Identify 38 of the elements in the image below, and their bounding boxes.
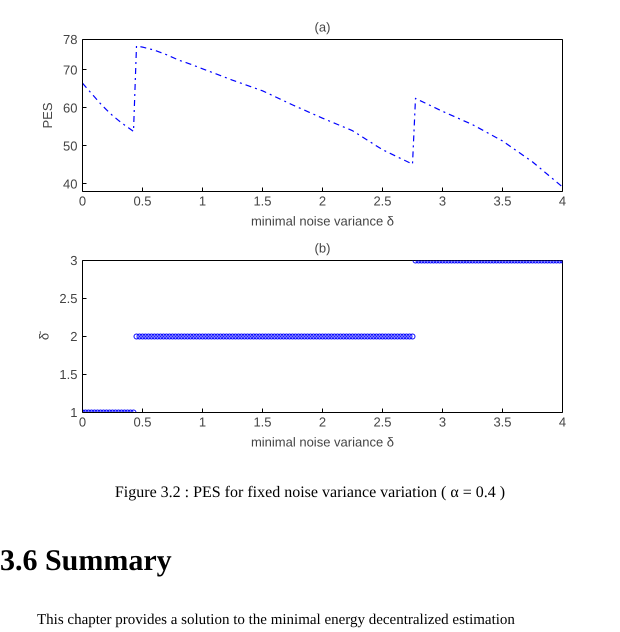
y-tick-label: 2	[70, 329, 78, 344]
x-tick-label: 2	[318, 194, 326, 208]
y-tick-label: 78	[63, 32, 78, 47]
x-tick-label: 3.5	[493, 414, 512, 430]
y-axis-title: PES	[40, 102, 56, 129]
y-tick-label: 70	[63, 62, 78, 78]
y-axis-title: δ̄	[36, 330, 52, 340]
x-axis-title: minimal noise variance δ	[250, 434, 394, 450]
chart-title: (a)	[314, 20, 330, 34]
x-axis-title: minimal noise variance δ	[250, 214, 394, 228]
caption: Figure 3.2 : PES for fixed noise variance variation ( α = 0.4 )	[114, 483, 506, 503]
x-tick-label: 0.5	[133, 194, 152, 208]
x-tick-label: 1.5	[253, 414, 272, 430]
x-tick-label: 3.5	[493, 194, 512, 208]
x-tick-label: 3	[438, 194, 446, 208]
x-tick-label: 1	[198, 414, 206, 430]
y-tick-label: 40	[63, 176, 78, 192]
x-tick-label: 2.5	[373, 194, 392, 208]
chart-title: (b)	[314, 240, 330, 256]
x-tick-label: 0	[78, 194, 86, 208]
text: This chapter provides a solution to the minimal energy decentralized estimation	[37, 611, 515, 630]
x-tick-label: 0	[78, 414, 86, 430]
line-series	[82, 45, 562, 188]
x-tick-label: 3	[438, 414, 446, 430]
y-tick-label: 1	[70, 405, 78, 420]
y-tick-label: 1.5	[59, 367, 78, 382]
text: 3.6 Summary	[0, 543, 172, 579]
x-tick-label: 4	[558, 414, 566, 430]
x-tick-label: 0.5	[133, 414, 152, 430]
y-tick-label: 3	[70, 253, 78, 268]
y-tick-label: 50	[63, 138, 78, 154]
x-tick-label: 1.5	[253, 194, 272, 208]
x-tick-label: 2.5	[373, 414, 392, 430]
x-tick-label: 4	[558, 194, 566, 208]
x-tick-label: 1	[198, 194, 206, 208]
y-tick-label: 2.5	[59, 291, 78, 306]
x-tick-label: 2	[318, 414, 326, 430]
y-tick-label: 60	[63, 100, 78, 116]
